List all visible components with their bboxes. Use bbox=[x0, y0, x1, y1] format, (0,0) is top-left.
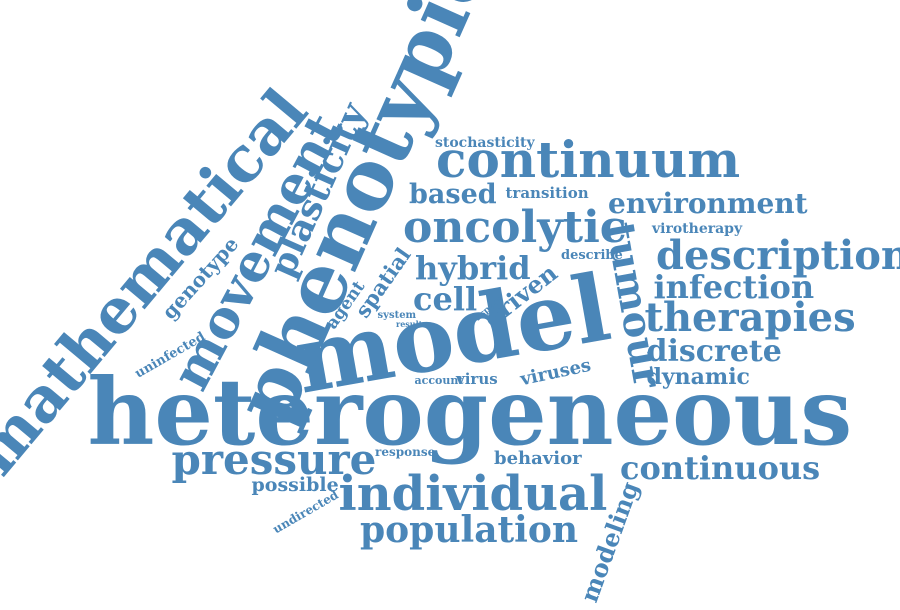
word-discrete: discrete bbox=[647, 337, 782, 367]
word-stochasticity: stochasticity bbox=[435, 136, 535, 150]
word-based: based bbox=[409, 181, 497, 208]
word-response: response bbox=[375, 446, 435, 458]
word-virus: virus bbox=[456, 372, 498, 387]
word-oncolytic: oncolytic bbox=[403, 206, 627, 250]
word-transition: transition bbox=[506, 186, 589, 201]
word-result: result bbox=[396, 320, 422, 328]
word-dynamic: dynamic bbox=[647, 366, 750, 388]
word-environment: environment bbox=[608, 190, 808, 218]
word-cell: cell bbox=[413, 283, 477, 315]
word-therapies: therapies bbox=[645, 298, 856, 338]
word-undirected: undirected bbox=[270, 488, 339, 535]
word-virotherapy: virotherapy bbox=[652, 222, 742, 236]
word-population: population bbox=[360, 512, 578, 548]
word-continuous: continuous bbox=[620, 452, 820, 484]
